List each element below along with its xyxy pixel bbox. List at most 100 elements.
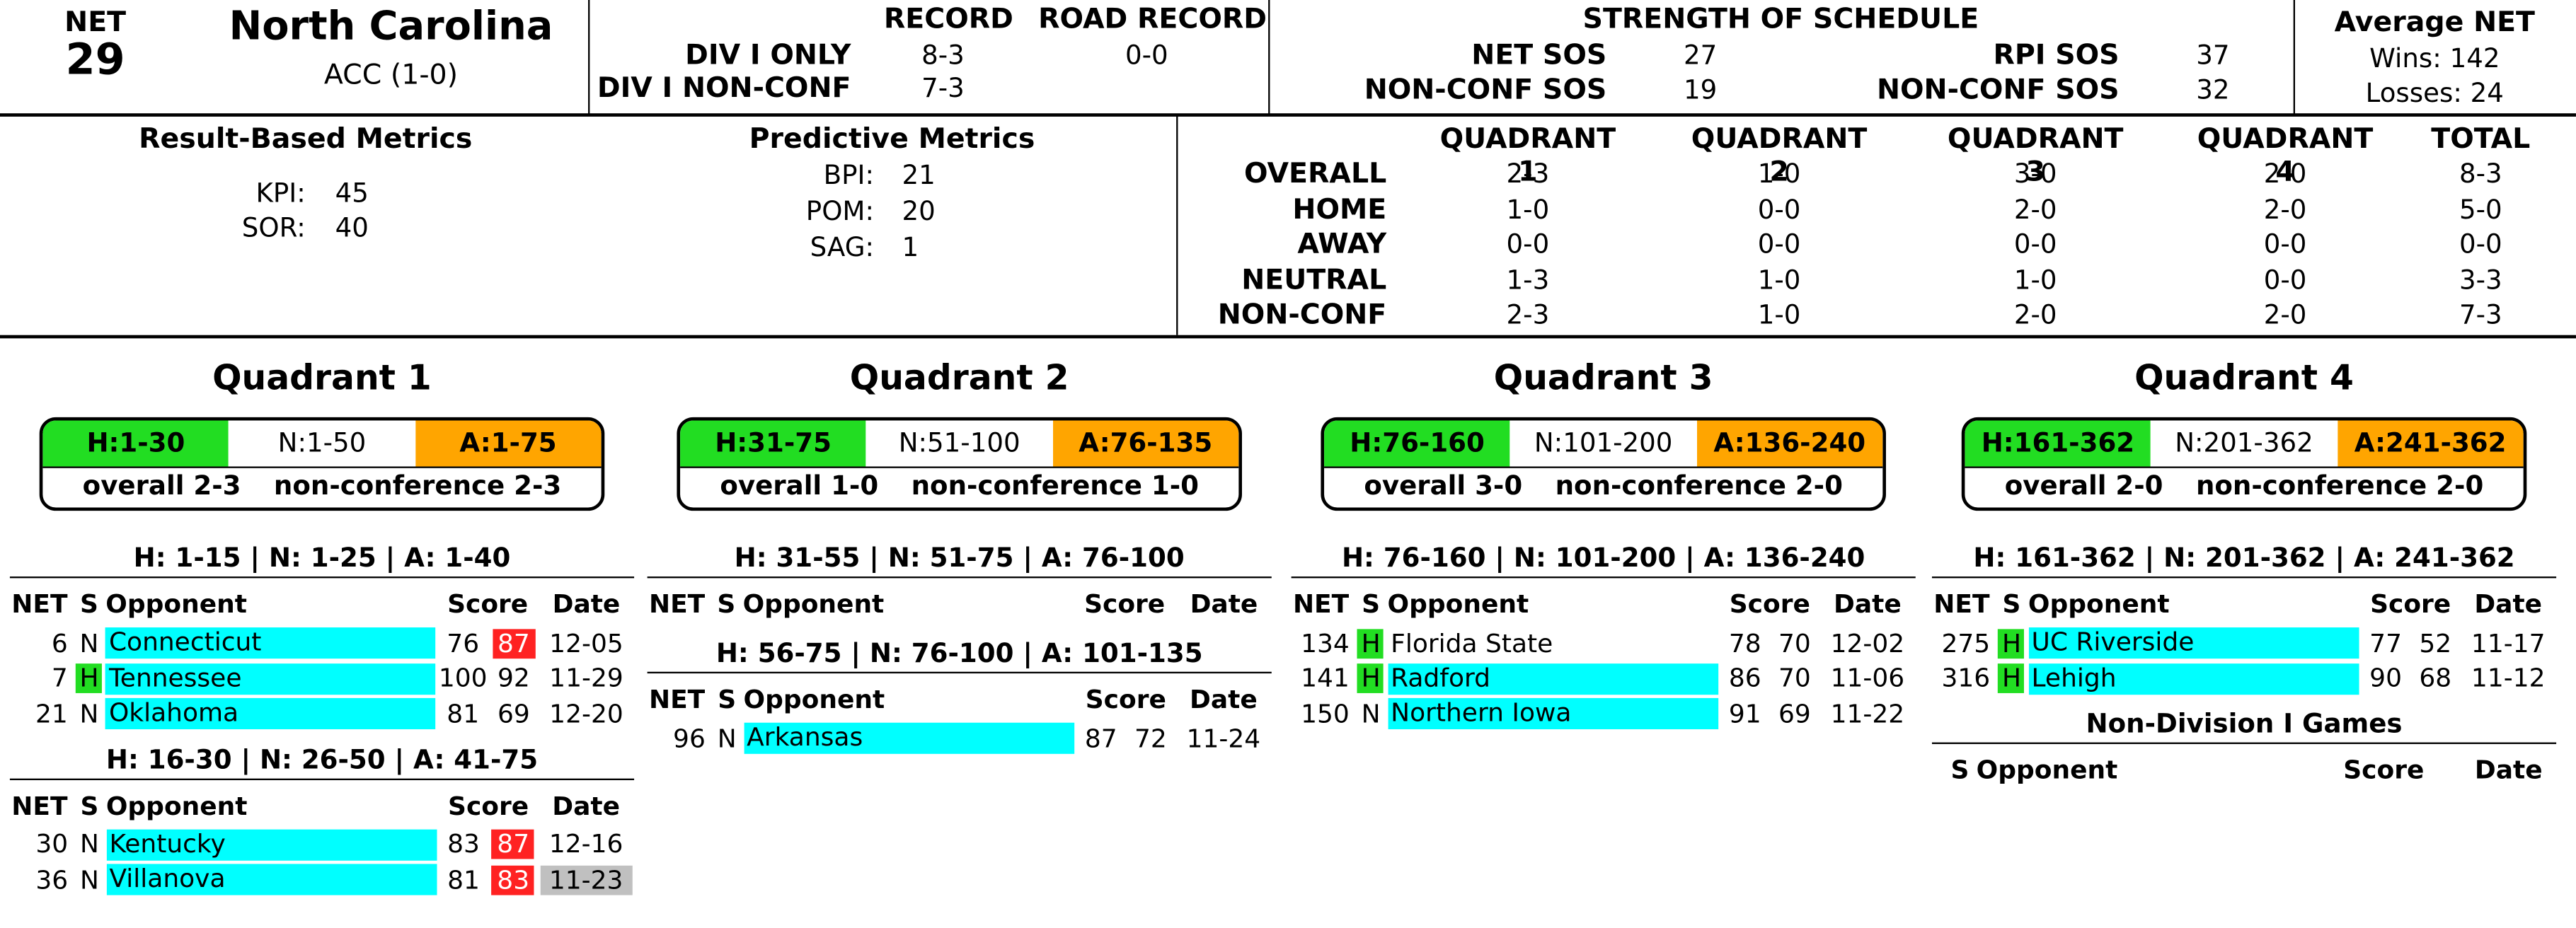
col-site: S bbox=[80, 589, 98, 620]
home-range: H:161-362 bbox=[1965, 420, 2151, 467]
pill-ranges: H:76-160 N:101-200 A:136-240 bbox=[1324, 420, 1883, 467]
sor-value: 40 bbox=[335, 211, 369, 243]
neutral-range: N:1-50 bbox=[229, 420, 415, 467]
opponent-name: Villanova bbox=[105, 864, 437, 896]
col-opponent: Opponent bbox=[742, 589, 885, 620]
game-row: 21 N Oklahoma 81 69 12-20 bbox=[10, 697, 634, 732]
game-opponent: Lehigh bbox=[2027, 661, 2361, 697]
quad-table-cell: 0-0 bbox=[2263, 263, 2307, 295]
bpi-label: BPI: bbox=[823, 159, 874, 191]
quadrant-panel: Quadrant 1 H:1-30 N:1-50 A:1-75 overall 2-3 n… bbox=[9, 345, 635, 898]
pill-records: overall 3-0 non-conference 2-0 bbox=[1324, 466, 1883, 507]
nonconf-record: non-conference 1-0 bbox=[911, 470, 1199, 501]
net-sos-label: NET SOS bbox=[1471, 39, 1607, 73]
team-score: 83 bbox=[447, 830, 480, 860]
quadrant-title: Quadrant 2 bbox=[849, 358, 1069, 398]
game-date: 12-02 bbox=[1819, 626, 1916, 661]
quad-table-cell: 1-0 bbox=[1506, 192, 1550, 224]
divider bbox=[0, 335, 2576, 339]
overall-record: overall 2-0 bbox=[2004, 470, 2163, 501]
quad-table-cell: 1-0 bbox=[1757, 157, 1801, 190]
game-date: 11-29 bbox=[539, 661, 634, 697]
game-opponent: Radford bbox=[1386, 661, 1720, 697]
col-net: NET bbox=[11, 589, 68, 620]
quad-table-cell: 0-0 bbox=[1506, 228, 1550, 260]
quad-table-cell: 2-0 bbox=[2263, 157, 2307, 190]
divider bbox=[1176, 115, 1178, 335]
team-score: 90 bbox=[2369, 663, 2402, 694]
opponent-score-value: 69 bbox=[1778, 699, 1811, 729]
site-badge: N bbox=[1361, 699, 1381, 729]
game-net: 21 bbox=[35, 699, 68, 729]
quad-table-row-label: OVERALL bbox=[1244, 157, 1387, 191]
game-site: H bbox=[1356, 626, 1386, 661]
game-date: 12-16 bbox=[538, 827, 634, 862]
quad-table-cell: 1-0 bbox=[1757, 298, 1801, 330]
games-table-header: NET S Opponent Score Date bbox=[1932, 583, 2556, 625]
divider bbox=[0, 113, 2576, 117]
road-record-value: 0-0 bbox=[1125, 39, 1168, 71]
col-date: Date bbox=[552, 589, 621, 620]
games-table: NET S Opponent Score Date 96 N Arkansas 87 72 11-2… bbox=[648, 678, 1272, 756]
quad-table-header: QUADRANT 4 bbox=[2197, 123, 2374, 190]
quad-table-cell: 1-3 bbox=[1506, 263, 1550, 295]
game-row: 134 H Florida State 78 70 12-02 bbox=[1292, 626, 1916, 661]
opponent-name: Northern Iowa bbox=[1387, 698, 1719, 730]
game-date: 11-06 bbox=[1819, 661, 1916, 697]
opponent-score-value: 70 bbox=[1778, 663, 1811, 694]
game-date: 11-24 bbox=[1175, 721, 1272, 756]
div1-only-value: 8-3 bbox=[921, 39, 965, 71]
avg-net-wins: Wins: 142 bbox=[2369, 42, 2500, 74]
col-net: NET bbox=[648, 685, 706, 715]
quad-table-cell: 0-0 bbox=[2459, 228, 2502, 260]
opponent-score: 70 bbox=[1770, 661, 1819, 697]
game-net: 96 bbox=[673, 724, 706, 754]
opponent-name: Lehigh bbox=[2028, 663, 2359, 695]
quad-table-cell: 8-3 bbox=[2459, 157, 2502, 190]
quad-table-header: QUADRANT 1 bbox=[1439, 123, 1616, 190]
quad-table-cell: 2-0 bbox=[2263, 192, 2307, 224]
game-opponent: Oklahoma bbox=[104, 697, 437, 732]
site-badge: N bbox=[717, 724, 737, 754]
game-row: 36 N Villanova 81 83 11-23 bbox=[10, 862, 634, 898]
rpi-sos-value: 37 bbox=[2196, 39, 2230, 71]
col-site: S bbox=[80, 791, 99, 820]
rpi-nonconf-sos-label: NON-CONF SOS bbox=[1876, 74, 2120, 107]
game-site: N bbox=[74, 697, 104, 732]
bpi-value: 21 bbox=[902, 159, 936, 191]
game-site: H bbox=[74, 661, 104, 697]
avg-net-losses: Losses: 24 bbox=[2365, 77, 2504, 109]
game-site: H bbox=[1996, 661, 2026, 697]
divider bbox=[1268, 0, 1270, 115]
game-net: 150 bbox=[1301, 699, 1350, 729]
team-score: 76 bbox=[447, 628, 480, 659]
opponent-score: 72 bbox=[1126, 721, 1175, 756]
non-division-table: S Opponent Score Date bbox=[1932, 749, 2556, 791]
quad-table-cell: 3-0 bbox=[2013, 157, 2057, 190]
team-score: 81 bbox=[447, 865, 480, 895]
date-value: 11-24 bbox=[1186, 724, 1261, 754]
site-badge: N bbox=[79, 628, 99, 659]
date-value: 11-22 bbox=[1830, 699, 1905, 729]
col-net: NET bbox=[11, 791, 68, 820]
game-date: 11-23 bbox=[538, 862, 634, 898]
quad-table-header: TOTAL bbox=[2431, 123, 2531, 156]
nonconf-record: non-conference 2-0 bbox=[1555, 470, 1843, 501]
games-table-header: NET S Opponent Score Date bbox=[648, 678, 1272, 721]
game-row: 316 H Lehigh 90 68 11-12 bbox=[1932, 661, 2556, 697]
quadrant-range-pill: H:161-362 N:201-362 A:241-362 overall 2-0 no… bbox=[1961, 417, 2527, 511]
site-badge: N bbox=[79, 699, 99, 729]
game-opponent: Connecticut bbox=[104, 626, 437, 661]
opponent-score-value: 83 bbox=[492, 865, 535, 895]
team-score: 78 bbox=[1728, 628, 1761, 659]
col-score: Score bbox=[1085, 685, 1166, 715]
away-range: A:76-135 bbox=[1052, 420, 1239, 467]
sub-range-header: H: 16-30 | N: 26-50 | A: 41-75 bbox=[9, 741, 635, 779]
date-value: 11-29 bbox=[549, 663, 623, 694]
game-site: H bbox=[1356, 661, 1386, 697]
game-opponent: Northern Iowa bbox=[1386, 697, 1720, 732]
quadrant-range-pill: H:1-30 N:1-50 A:1-75 overall 2-3 non-confere… bbox=[39, 417, 605, 511]
games-table: NET S Opponent Score Date bbox=[648, 583, 1272, 625]
opponent-score: 87 bbox=[488, 827, 538, 862]
